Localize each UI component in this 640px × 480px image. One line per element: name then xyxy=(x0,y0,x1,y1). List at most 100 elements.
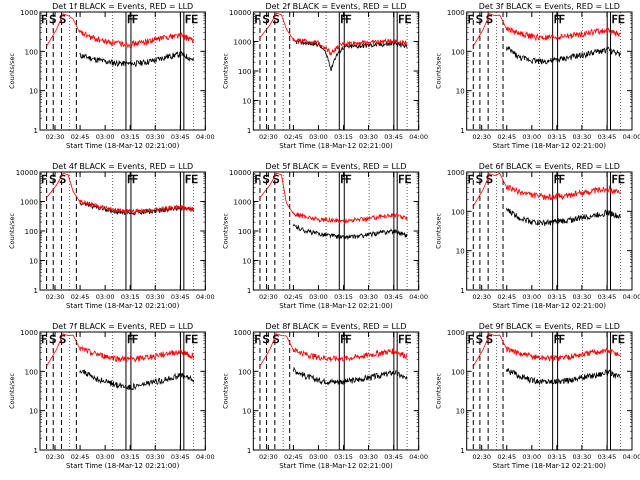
x-tick-label: 02:45 xyxy=(284,293,303,301)
marker-label: F xyxy=(340,333,346,346)
y-tick-label: 1000 xyxy=(234,39,252,47)
y-tick-label: 100 xyxy=(451,368,464,376)
x-tick-label: 04:00 xyxy=(623,453,640,461)
y-axis-label: Counts/sec xyxy=(8,373,16,409)
y-axis-label: Counts/sec xyxy=(8,213,16,249)
x-tick-label: 03:15 xyxy=(334,133,353,141)
y-tick-label: 1000 xyxy=(447,9,465,17)
x-tick-label: 03:30 xyxy=(359,453,378,461)
y-axis-label: Counts/sec xyxy=(435,53,443,89)
marker-label: F xyxy=(127,333,133,346)
panel-3: Det 3f BLACK = Events, RED = LLD 1 10 100 10… xyxy=(435,2,640,150)
y-tick-label: 10 xyxy=(456,248,465,256)
events-series-line xyxy=(292,223,408,241)
lld-series-line xyxy=(472,13,621,47)
y-tick-label: 100 xyxy=(25,368,38,376)
x-tick-label: 03:15 xyxy=(334,453,353,461)
y-tick-label: 1 xyxy=(247,447,251,455)
x-axis-label: Start Time (18-Mar-12 02:21:00) xyxy=(493,462,607,470)
y-tick-label: 1 xyxy=(247,287,251,295)
x-tick-label: 03:45 xyxy=(598,293,617,301)
x-tick-label: 03:45 xyxy=(171,133,190,141)
marker-label: FE xyxy=(612,13,625,26)
events-series-line xyxy=(505,368,621,386)
x-tick-label: 03:15 xyxy=(121,453,140,461)
marker-label: F xyxy=(340,13,346,26)
y-tick-label: 10 xyxy=(29,258,38,266)
y-tick-label: 100 xyxy=(451,48,464,56)
x-tick-label: 03:30 xyxy=(146,133,165,141)
panel-title: Det 3f BLACK = Events, RED = LLD xyxy=(479,2,620,11)
lld-series-line xyxy=(46,172,195,215)
x-tick-label: 03:45 xyxy=(598,453,617,461)
marker-label: S xyxy=(49,173,56,186)
marker-label: F xyxy=(41,333,47,346)
marker-label: FE xyxy=(612,333,625,346)
x-tick-label: 04:00 xyxy=(409,453,428,461)
marker-label: F xyxy=(41,13,47,26)
x-tick-label: 04:00 xyxy=(623,133,640,141)
panel-title: Det 6f BLACK = Events, RED = LLD xyxy=(479,162,620,171)
marker-label: F xyxy=(127,173,133,186)
y-tick-label: 1 xyxy=(247,127,251,135)
x-tick-label: 03:00 xyxy=(309,293,328,301)
marker-label: S xyxy=(273,333,280,346)
x-tick-label: 03:00 xyxy=(96,133,115,141)
y-tick-label: 1 xyxy=(34,447,38,455)
panel-1: Det 1f BLACK = Events, RED = LLD 1 10 100 10… xyxy=(8,2,215,150)
y-tick-label: 100 xyxy=(238,368,251,376)
x-tick-label: 03:00 xyxy=(522,453,541,461)
x-tick-label: 02:30 xyxy=(472,133,491,141)
x-tick-label: 02:30 xyxy=(46,133,65,141)
y-tick-label: 10 xyxy=(242,98,251,106)
x-axis-label: Start Time (18-Mar-12 02:21:00) xyxy=(66,142,180,150)
y-axis-label: Counts/sec xyxy=(8,53,16,89)
y-tick-label: 1000 xyxy=(447,329,465,337)
marker-label: F xyxy=(132,173,138,186)
y-tick-label: 10 xyxy=(456,88,465,96)
y-axis-label: Counts/sec xyxy=(221,213,229,249)
plot-frame xyxy=(252,331,420,451)
y-tick-label: 1000 xyxy=(20,9,38,17)
panel-4: Det 4f BLACK = Events, RED = LLD 1 10 100 10… xyxy=(8,162,215,310)
y-tick-label: 10000 xyxy=(229,169,251,177)
marker-label: S xyxy=(486,333,493,346)
marker-label: S xyxy=(476,333,483,346)
y-tick-label: 1 xyxy=(460,127,464,135)
panel-8: Det 8f BLACK = Events, RED = LLD 1 10 100 10… xyxy=(221,322,428,470)
marker-label: S xyxy=(273,173,280,186)
x-tick-label: 03:45 xyxy=(384,453,403,461)
lld-series-line xyxy=(46,333,195,367)
x-tick-label: 02:30 xyxy=(46,453,65,461)
marker-label: FE xyxy=(612,173,625,186)
y-axis-label: Counts/sec xyxy=(435,213,443,249)
marker-label: F xyxy=(254,333,260,346)
x-tick-label: 03:15 xyxy=(121,133,140,141)
marker-label: FE xyxy=(185,173,198,186)
plot-frame xyxy=(39,11,206,131)
marker-label: FE xyxy=(398,13,411,26)
marker-label: F xyxy=(345,333,351,346)
panel-title: Det 8f BLACK = Events, RED = LLD xyxy=(265,322,406,331)
panel-5: Det 5f BLACK = Events, RED = LLD 1 10 100 10… xyxy=(221,162,428,310)
panel-title: Det 7f BLACK = Events, RED = LLD xyxy=(52,322,193,331)
panel-9: Det 9f BLACK = Events, RED = LLD 1 10 100 10… xyxy=(435,322,640,470)
marker-label: FE xyxy=(185,333,198,346)
marker-label: S xyxy=(486,13,493,26)
x-tick-label: 03:30 xyxy=(359,293,378,301)
x-tick-label: 03:15 xyxy=(547,293,566,301)
marker-label: FE xyxy=(398,333,411,346)
y-tick-label: 1 xyxy=(34,287,38,295)
events-series-line xyxy=(79,369,195,391)
y-tick-label: 100 xyxy=(25,48,38,56)
marker-label: S xyxy=(59,173,66,186)
x-axis-label: Start Time (18-Mar-12 02:21:00) xyxy=(493,142,607,150)
x-tick-label: 02:45 xyxy=(497,133,516,141)
marker-label: S xyxy=(59,333,66,346)
x-tick-label: 02:45 xyxy=(497,453,516,461)
marker-label: S xyxy=(59,13,66,26)
marker-label: S xyxy=(273,13,280,26)
x-tick-label: 04:00 xyxy=(623,293,640,301)
x-axis-label: Start Time (18-Mar-12 02:21:00) xyxy=(66,462,180,470)
